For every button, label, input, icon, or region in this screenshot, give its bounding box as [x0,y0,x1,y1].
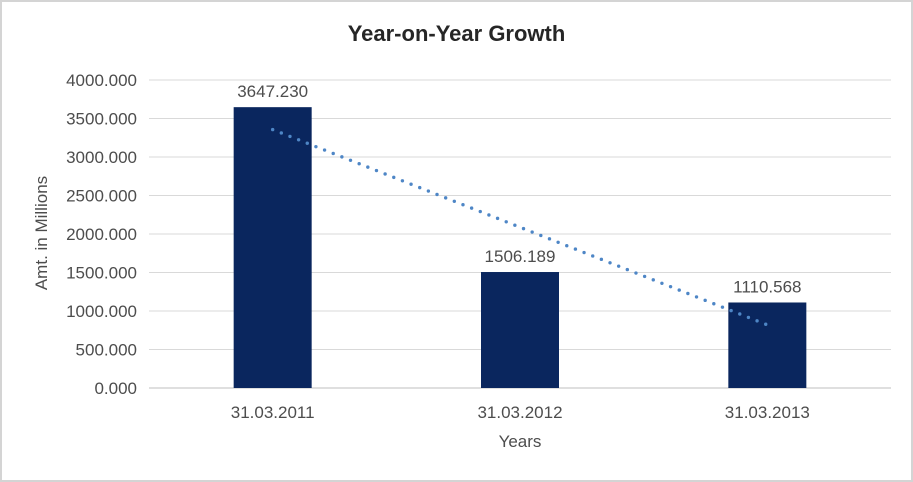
x-axis-title: Years [498,432,542,451]
y-tick-label: 500.000 [76,341,137,360]
trendline-dot [461,203,465,207]
trendline-dot [539,233,543,238]
trendline-dot [357,162,361,166]
trendline-dot [504,220,508,224]
trendline-dot [755,319,759,323]
trendline-dot [582,250,586,255]
trendline-dot [729,308,733,313]
trendline-dot [746,315,751,320]
trendline-dot [694,295,699,299]
trendline-dot [374,168,379,173]
trendline-dot [435,192,439,197]
y-tick-label: 2000.000 [66,225,137,244]
trendline-dot [487,213,491,217]
trendline-dot [591,254,595,258]
trendline-dot [314,144,318,149]
y-tick-label: 3500.000 [66,110,137,129]
y-tick-label: 1000.000 [66,302,137,321]
trendline-dot [651,278,655,282]
trendline-dot [322,148,327,152]
trendline-dot [270,127,275,132]
trendline-dot [478,209,482,214]
y-tick-label: 2500.000 [66,187,137,206]
y-tick-label: 1500.000 [66,264,137,283]
trendline-dot [305,141,309,145]
trendline-dot [625,267,630,272]
trendline-dot [392,175,396,180]
trendline-dot [530,230,534,234]
trendline-dot [677,288,681,292]
trendline-dot [703,298,707,303]
bar-data-label: 1110.568 [733,277,801,296]
trendline-dot [660,281,664,285]
trendline-dot [556,240,560,244]
trendline-dot [616,264,621,268]
trendline-dot [521,226,526,231]
trendline-dot [366,165,370,169]
trendline-dot [573,247,578,251]
trendline-dot [495,216,500,221]
trendline-dot [443,196,448,200]
trendline-dot [279,131,284,135]
trendline-dot [764,322,768,326]
bar [233,107,312,388]
trendline-dot [469,206,474,210]
trendline-dot [668,284,673,289]
bar-data-label: 1506.189 [485,247,556,266]
x-tick-label: 31.03.2013 [725,403,810,422]
trendline-dot [426,189,431,193]
bar [481,272,559,388]
trendline-dot [738,312,742,316]
trendline-dot [288,134,292,139]
trendline-dot [608,261,612,265]
trendline-dot [409,182,413,186]
trendline-dot [513,223,517,227]
trendline-dot [340,155,344,159]
x-tick-label: 31.03.2012 [477,403,562,422]
trendline-dot [383,172,387,176]
y-tick-label: 4000.000 [66,71,137,90]
trendline-dot [348,158,353,163]
trendline-dot [400,179,405,183]
trendline-dot [686,291,690,296]
x-tick-label: 31.03.2011 [231,403,315,422]
trendline-dot [418,185,422,190]
bar-data-label: 3647.230 [237,82,308,101]
trendline-dot [634,271,638,275]
trendline-dot [452,199,457,203]
trendline-dot [720,305,725,309]
y-tick-label: 3000.000 [66,148,137,167]
trendline-dot [565,243,569,248]
trendline-dot [712,302,716,306]
y-tick-label: 0.000 [94,379,137,398]
bar [728,302,807,388]
trendline-dot [331,151,335,156]
trendline-dot [642,274,647,279]
trendline-dot [547,237,552,241]
trendline-dot [296,138,301,142]
chart-title: Year-on-Year Growth [347,21,566,46]
trendline-dot [599,257,604,262]
